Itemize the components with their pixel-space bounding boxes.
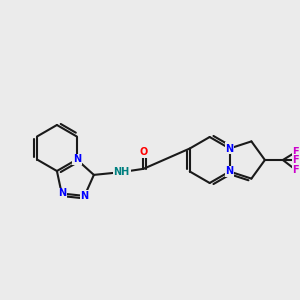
Text: O: O xyxy=(139,147,148,157)
Text: N: N xyxy=(80,191,88,201)
Text: H: H xyxy=(226,143,233,152)
Text: F: F xyxy=(292,155,299,165)
Text: F: F xyxy=(292,165,299,175)
Text: F: F xyxy=(292,147,299,157)
Text: N: N xyxy=(226,143,234,154)
Text: N: N xyxy=(226,167,234,176)
Text: N: N xyxy=(73,154,81,164)
Text: N: N xyxy=(58,188,66,199)
Text: NH: NH xyxy=(114,167,130,177)
